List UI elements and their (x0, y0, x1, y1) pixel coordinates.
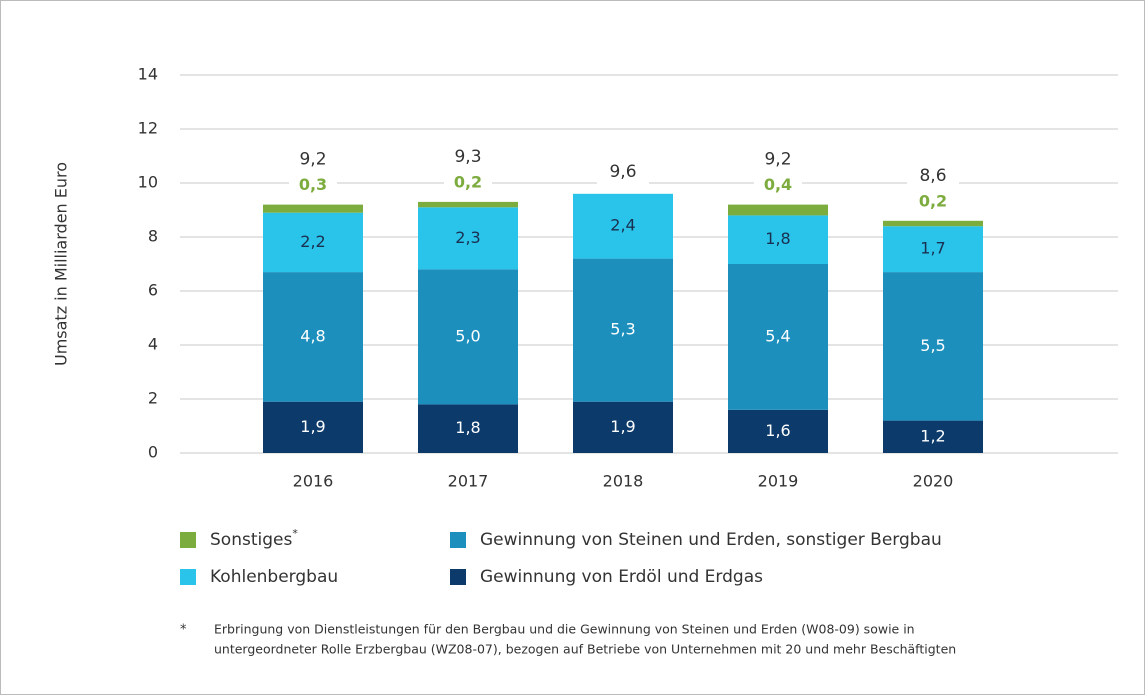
legend-swatch (450, 532, 466, 548)
label-bg (752, 146, 804, 173)
data-label: 4,8 (300, 326, 325, 345)
y-tick-label: 10 (138, 173, 158, 192)
bar-segment (728, 409, 828, 453)
data-label: 1,9 (610, 417, 635, 436)
data-label: 0,4 (764, 175, 792, 194)
total-label: 9,3 (454, 147, 481, 167)
label-bg (909, 189, 957, 212)
bar-segment (263, 212, 363, 273)
x-tick-label: 2017 (448, 472, 489, 491)
bar-segment (263, 272, 363, 402)
x-tick-label: 2019 (758, 472, 799, 491)
y-tick-label: 4 (148, 335, 158, 354)
x-tick-label: 2016 (293, 472, 334, 491)
label-bg (442, 143, 494, 170)
legend-swatch (450, 569, 466, 585)
footnote-marker: * (180, 623, 187, 638)
bar-segment (728, 264, 828, 410)
total-label: 9,2 (299, 150, 326, 170)
data-label: 2,3 (455, 228, 480, 247)
bar-segment (418, 201, 518, 208)
data-label: 1,8 (765, 229, 790, 248)
legend-label: Gewinnung von Erdöl und Erdgas (480, 567, 763, 587)
label-bg (597, 158, 649, 185)
footnote-text: untergeordneter Rolle Erzbergbau (WZ08-0… (214, 642, 956, 657)
bar-segment (418, 404, 518, 453)
bar-segment (418, 269, 518, 405)
data-label: 5,0 (455, 326, 480, 345)
bar-segment (883, 272, 983, 421)
label-bg (754, 173, 802, 196)
bar-segment (573, 193, 673, 259)
x-tick-label: 2018 (603, 472, 644, 491)
y-tick-label: 6 (148, 281, 158, 300)
bar-segment (263, 204, 363, 213)
data-label: 1,2 (920, 426, 945, 445)
bar-segment (573, 401, 673, 453)
data-label: 2,4 (610, 216, 635, 235)
data-label: 2,2 (300, 232, 325, 251)
label-bg (289, 173, 337, 196)
legend-swatch (180, 569, 196, 585)
data-label: 0,2 (454, 172, 482, 191)
bar-segment (728, 215, 828, 264)
x-tick-label: 2020 (913, 472, 954, 491)
data-label: 5,5 (920, 336, 945, 355)
y-axis-label: Umsatz in Milliarden Euro (52, 162, 71, 366)
bar-segment (418, 207, 518, 270)
legend-label: Gewinnung von Steinen und Erden, sonstig… (480, 530, 942, 550)
bar-segment (883, 226, 983, 273)
label-bg (907, 162, 959, 189)
legend-swatch (180, 532, 196, 548)
label-bg (287, 146, 339, 173)
data-label: 0,2 (919, 191, 947, 210)
total-label: 9,2 (764, 150, 791, 170)
legend-marker: * (292, 527, 298, 540)
legend-label: Sonstiges* (210, 527, 298, 550)
bar-segment (728, 204, 828, 216)
bar-segment (263, 401, 363, 453)
data-label: 1,7 (920, 239, 945, 258)
data-label: 1,8 (455, 418, 480, 437)
data-label: 5,3 (610, 320, 635, 339)
label-bg (444, 170, 492, 193)
y-tick-label: 12 (138, 119, 158, 138)
y-tick-label: 8 (148, 227, 158, 246)
bar-segment (883, 420, 983, 453)
y-tick-label: 2 (148, 389, 158, 408)
y-tick-label: 0 (148, 443, 158, 462)
bar-segment (573, 258, 673, 402)
data-label: 1,6 (765, 421, 790, 440)
bar-segment (883, 220, 983, 227)
y-tick-label: 14 (138, 65, 158, 84)
legend-label: Kohlenbergbau (210, 567, 338, 587)
data-label: 1,9 (300, 417, 325, 436)
total-label: 9,6 (609, 162, 636, 182)
total-label: 8,6 (919, 166, 946, 186)
data-label: 0,3 (299, 175, 327, 194)
footnote-text: Erbringung von Dienstleistungen für den … (214, 622, 915, 637)
data-label: 5,4 (765, 326, 790, 345)
